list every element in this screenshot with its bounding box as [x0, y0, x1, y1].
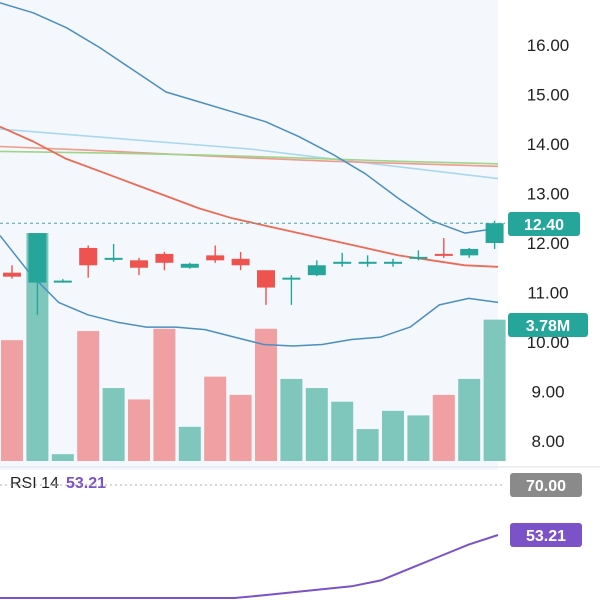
candle-body [53, 280, 72, 283]
rsi-line [0, 534, 499, 599]
rsi-level-label: 53.21 [526, 528, 566, 545]
candle-body [333, 261, 352, 264]
volume-bar [483, 319, 506, 461]
volume-bar [255, 328, 277, 461]
volume-label: 3.78M [526, 318, 570, 335]
volume-bar [153, 328, 176, 461]
candle-body [460, 248, 479, 256]
rsi-panel-background [0, 470, 498, 600]
rsi-level-label: 70.00 [526, 478, 566, 495]
volume-bar [407, 415, 430, 461]
rsi-indicator: 70.00 53.21 [0, 473, 582, 599]
candle-body [257, 270, 275, 288]
candle-body [434, 253, 453, 256]
candle-body [180, 263, 199, 268]
candle-body [130, 260, 148, 268]
ma-lightblue-line [0, 128, 499, 180]
volume-bar [280, 378, 303, 461]
rsi-title: RSI 14 [10, 475, 59, 492]
volume-bar [77, 331, 100, 461]
volume-bar [26, 233, 49, 461]
candle-body [3, 272, 21, 277]
candle-body [409, 256, 428, 259]
last-price-tag: 12.40 [508, 212, 580, 236]
candle-body [358, 261, 377, 264]
volume-bar [128, 399, 150, 461]
volume-bar [458, 378, 481, 461]
volume-bar [356, 429, 379, 461]
ma-pink-line [0, 145, 499, 168]
bollinger-lower-line [0, 235, 499, 347]
price-tick-label: 16.00 [527, 36, 570, 55]
candle-body [104, 257, 123, 260]
volume-bar [382, 410, 404, 461]
price-tick-label: 12.00 [527, 234, 570, 253]
price-tick-label: 13.00 [527, 185, 570, 204]
candle-body [28, 233, 47, 283]
price-tick-label: 9.00 [531, 383, 564, 402]
candlesticks [3, 220, 504, 315]
candle-body [485, 223, 504, 243]
candle-body [231, 258, 250, 266]
rsi-current-value: 53.21 [66, 475, 106, 492]
rsi-level-tag [510, 473, 582, 497]
price-tick-label: 15.00 [527, 86, 570, 105]
volume-bar [432, 394, 455, 461]
volume-bars [1, 233, 506, 461]
volume-bar [51, 454, 74, 461]
candle-body [307, 265, 326, 276]
candle-body [79, 247, 98, 266]
volume-bar [229, 394, 252, 461]
axis-background [498, 0, 600, 600]
rsi-level-tag [510, 523, 582, 548]
volume-bar [331, 401, 354, 461]
bollinger-upper-line [0, 2, 499, 234]
candle-body [384, 261, 402, 264]
last-price-label: 12.40 [524, 217, 564, 234]
volume-bar [178, 426, 201, 461]
price-tick-label: 14.00 [527, 135, 570, 154]
candle-body [206, 255, 225, 261]
candle-body [155, 253, 174, 263]
price-axis: 16.00 15.00 14.00 13.00 12.00 11.00 10.00 9.00 8… [527, 36, 570, 451]
volume-bar [305, 388, 328, 461]
price-tick-label: 11.00 [527, 284, 568, 303]
ma-green-line [0, 150, 499, 165]
candle-body [282, 277, 301, 280]
volume-bar [102, 388, 125, 461]
volume-bar [204, 376, 227, 461]
indicator-lines [0, 2, 499, 347]
price-tick-label: 10.00 [527, 333, 570, 352]
volume-tag: 3.78M [508, 313, 588, 337]
volume-bar [1, 340, 23, 461]
price-tick-label: 8.00 [531, 432, 564, 451]
